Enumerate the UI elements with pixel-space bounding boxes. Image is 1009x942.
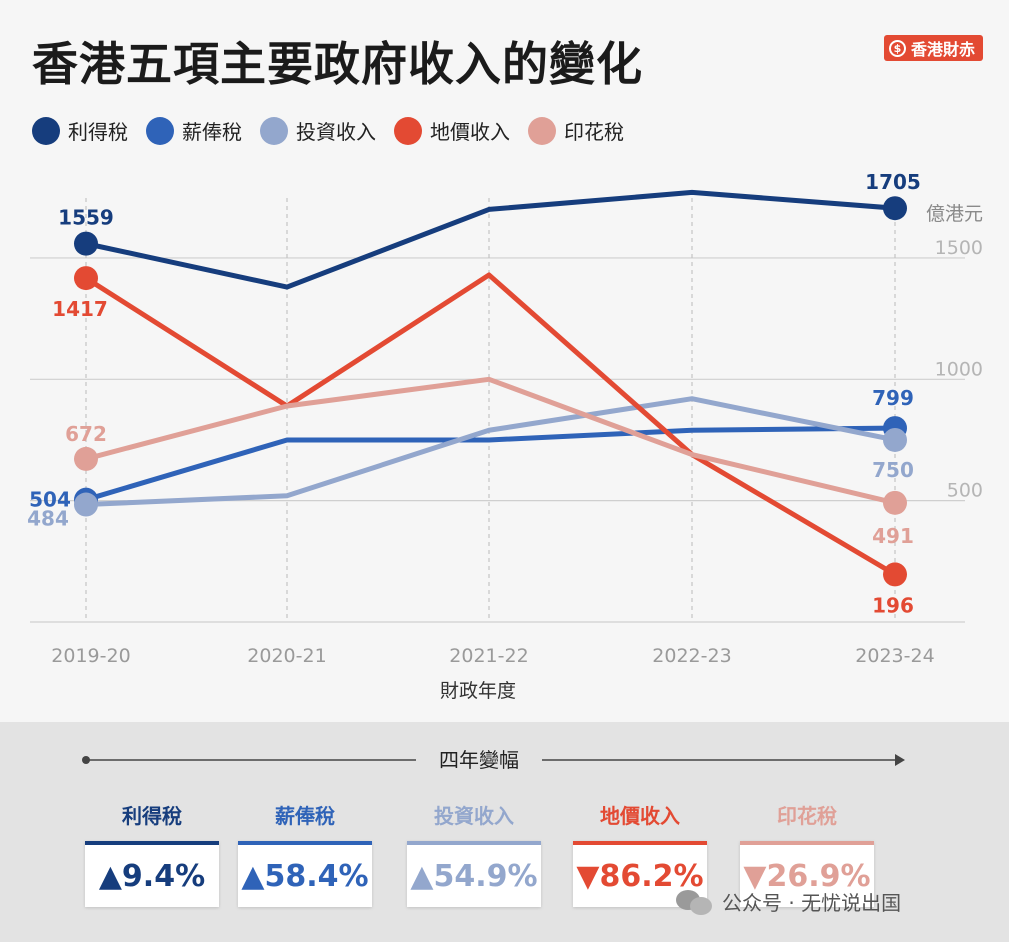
change-card-stamp-duty: 印花稅 ▼26.9% bbox=[740, 800, 874, 907]
legend-marker bbox=[394, 116, 422, 145]
legend-label: 地價收入 bbox=[430, 120, 510, 144]
data-point bbox=[883, 196, 907, 221]
change-label: 投資收入 bbox=[434, 804, 514, 828]
data-label: 484 bbox=[27, 507, 69, 531]
legend-label: 印花稅 bbox=[564, 120, 624, 144]
dollar-icon: $ bbox=[888, 39, 906, 57]
data-point bbox=[74, 231, 98, 256]
series-line bbox=[83, 396, 898, 508]
watermark: 公众号 · 无忧说出国 bbox=[676, 887, 901, 916]
page-title: 香港五項主要政府收入的變化 bbox=[32, 37, 643, 91]
data-label: 1705 bbox=[865, 170, 921, 194]
x-tick-label: 2019-20 bbox=[51, 645, 130, 667]
change-label: 地價收入 bbox=[600, 804, 680, 828]
span-label: 四年變幅 bbox=[439, 748, 519, 772]
data-point bbox=[883, 562, 907, 587]
chart-legend: 利得稅 薪俸稅 投資收入 地價收入 印花稅 bbox=[32, 116, 624, 145]
change-card-profits-tax: 利得稅 ▲9.4% bbox=[85, 800, 219, 907]
line-chart: 500 1000 1500 億港元 2019-20 2020-21 2021-22 2022-… bbox=[27, 170, 983, 772]
x-tick-label: 2022-23 bbox=[652, 645, 731, 667]
legend-item: 投資收入 bbox=[260, 116, 376, 145]
series-line bbox=[83, 425, 898, 503]
data-label: 1417 bbox=[52, 297, 108, 321]
brand-badge: $ 香港財赤 bbox=[883, 35, 983, 61]
data-point bbox=[883, 427, 907, 452]
legend-marker bbox=[528, 116, 556, 145]
legend-label: 投資收入 bbox=[296, 120, 376, 144]
change-value: ▼26.9% bbox=[740, 841, 874, 907]
x-tick-label: 2020-21 bbox=[247, 645, 326, 667]
legend-label: 薪俸稅 bbox=[182, 120, 242, 144]
x-tick-label: 2021-22 bbox=[449, 645, 528, 667]
legend-marker bbox=[32, 116, 60, 145]
legend-label: 利得稅 bbox=[68, 120, 128, 144]
legend-item: 薪俸稅 bbox=[146, 116, 242, 145]
change-card-investment-income: 投資收入 ▲54.9% bbox=[407, 800, 541, 907]
series-line bbox=[83, 272, 898, 577]
legend-item: 利得稅 bbox=[32, 116, 128, 145]
legend-marker bbox=[146, 116, 174, 145]
change-label: 印花稅 bbox=[777, 804, 837, 828]
data-point bbox=[74, 446, 98, 471]
x-axis-label: 財政年度 bbox=[440, 680, 516, 702]
legend-item: 地價收入 bbox=[394, 116, 510, 145]
span-arrow-start bbox=[82, 756, 90, 764]
legend-item: 印花稅 bbox=[528, 116, 624, 145]
data-label: 504 bbox=[29, 488, 71, 512]
change-card-salaries-tax: 薪俸稅 ▲58.4% bbox=[238, 800, 372, 907]
change-value: ▲9.4% bbox=[85, 841, 219, 907]
watermark-text: 公众号 · 无忧说出国 bbox=[722, 891, 902, 915]
data-label: 491 bbox=[872, 524, 914, 548]
data-label: 672 bbox=[65, 422, 107, 446]
y-tick-label: 500 bbox=[947, 480, 983, 502]
change-value: ▲54.9% bbox=[407, 841, 541, 907]
x-tick-label: 2023-24 bbox=[855, 645, 934, 667]
data-label: 799 bbox=[872, 386, 914, 410]
change-label: 利得稅 bbox=[122, 804, 182, 828]
data-point bbox=[883, 490, 907, 515]
data-label: 750 bbox=[872, 458, 914, 482]
change-label: 薪俸稅 bbox=[275, 804, 335, 828]
y-unit-label: 億港元 bbox=[926, 203, 983, 225]
change-value: ▲58.4% bbox=[238, 841, 372, 907]
legend-marker bbox=[260, 116, 288, 145]
data-point bbox=[74, 266, 98, 291]
series-line bbox=[83, 376, 898, 506]
y-tick-label: 1000 bbox=[935, 358, 983, 380]
span-arrow-head bbox=[895, 754, 905, 766]
y-tick-label: 1500 bbox=[935, 237, 983, 259]
data-label: 1559 bbox=[58, 206, 114, 230]
data-point bbox=[74, 492, 98, 517]
series-line bbox=[83, 189, 898, 290]
wechat-icon bbox=[676, 888, 714, 916]
data-label: 196 bbox=[872, 593, 914, 617]
brand-label: 香港財赤 bbox=[910, 40, 975, 59]
